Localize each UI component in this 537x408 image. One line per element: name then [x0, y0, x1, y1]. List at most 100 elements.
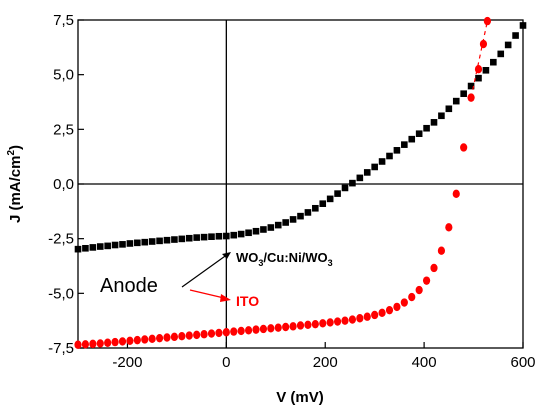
arrow-to-ito	[189, 289, 231, 302]
wo3-point	[445, 105, 453, 113]
ito-point	[333, 317, 342, 326]
wo3-point	[141, 238, 149, 246]
ito-point	[460, 143, 468, 152]
wo3-point	[193, 234, 200, 241]
wo3-point	[356, 174, 364, 182]
ito-point	[259, 324, 268, 334]
ito-point	[104, 338, 112, 347]
wo3-point	[386, 152, 393, 160]
wo3-point	[363, 169, 371, 176]
ito-point	[356, 314, 364, 323]
ito-point	[118, 337, 127, 346]
wo3-point	[252, 227, 260, 235]
ito-point	[222, 328, 230, 337]
annotations: WO3/Cu:Ni/WO3 ITO Anode	[100, 250, 333, 309]
y-tick-label: 2,5	[53, 121, 74, 138]
wo3-point	[163, 236, 171, 244]
ito-point	[141, 335, 149, 344]
ito-point	[437, 246, 446, 255]
ito-point	[319, 319, 327, 328]
wo3-point	[237, 230, 245, 238]
wo3-point	[312, 204, 319, 212]
ito-point	[200, 330, 208, 339]
y-tick-label: -2,5	[48, 231, 74, 248]
ito-point	[479, 39, 488, 49]
wo3-point	[267, 224, 275, 231]
ito-point	[408, 292, 416, 302]
ito-point	[282, 322, 290, 332]
wo3-point	[482, 66, 490, 74]
wo3-point	[452, 97, 460, 105]
plot-area	[74, 16, 527, 349]
wo3-point	[415, 130, 423, 138]
ito-point	[207, 329, 216, 338]
ito-point	[393, 302, 401, 312]
ito-point	[81, 340, 90, 349]
wo3-point	[467, 82, 475, 90]
x-ticks	[126, 342, 524, 348]
x-tick-labels: -200 0 200 400 600	[112, 354, 535, 371]
ito-point	[422, 276, 431, 285]
y-axis-title-sup: 2	[6, 150, 17, 156]
wo3-point	[304, 209, 312, 216]
wo3-point	[490, 58, 497, 66]
ito-point	[193, 330, 201, 340]
wo3-point	[519, 22, 527, 29]
anode-label: Anode	[100, 275, 158, 297]
wo3-point	[82, 244, 89, 252]
ito-point	[89, 339, 97, 349]
ito-point	[237, 326, 245, 336]
wo3-point	[289, 216, 297, 223]
ito-point	[289, 322, 297, 331]
ito-point	[185, 331, 193, 340]
y-tick-label: -5,0	[48, 285, 74, 302]
wo3-point	[126, 240, 134, 247]
wo3-point	[89, 244, 97, 251]
ito-point	[467, 93, 475, 102]
wo3-point	[148, 238, 156, 245]
wo3-point	[504, 41, 512, 49]
wo3-point	[326, 195, 334, 203]
x-tick-label: 600	[510, 354, 535, 371]
ito-point	[341, 316, 349, 325]
wo3-point	[156, 237, 163, 245]
ito-point	[178, 331, 186, 341]
ito-point	[148, 334, 156, 344]
y-axis-title: J (mA/cm2)	[6, 145, 24, 223]
wo3-point	[119, 241, 126, 248]
ito-point	[170, 332, 179, 342]
wo3-point	[341, 184, 349, 192]
ito-point	[155, 333, 164, 343]
ito-point	[252, 325, 260, 334]
wo3-point	[408, 135, 416, 143]
wo3-point	[260, 226, 267, 233]
x-tick-label: 400	[412, 354, 437, 371]
wo3-point	[475, 74, 482, 82]
y-axis-title-close: )	[7, 145, 24, 150]
wo3-point	[423, 124, 430, 132]
wo3-point	[274, 221, 282, 229]
ito-dash-line	[470, 20, 488, 98]
y-ticks	[78, 19, 84, 349]
wo3-point	[430, 119, 438, 126]
y-tick-label: 7,5	[53, 12, 74, 29]
wo3-point	[230, 231, 238, 239]
wo3-label-part2: /Cu:Ni/WO	[263, 250, 327, 265]
ito-point	[348, 315, 357, 324]
ito-point	[385, 305, 394, 315]
wo3-point	[319, 200, 327, 207]
arrow-to-wo3	[181, 252, 231, 288]
wo3-point	[297, 212, 304, 220]
wo3-point	[96, 243, 104, 250]
ito-point	[267, 324, 275, 333]
ito-point	[371, 310, 379, 320]
wo3-label: WO3/Cu:Ni/WO3	[236, 250, 333, 268]
wo3-point	[111, 241, 119, 249]
ito-point	[96, 339, 104, 348]
ito-point	[474, 65, 483, 74]
y-axis-title-main: J (mA/cm	[7, 156, 24, 224]
wo3-point	[378, 158, 386, 165]
wo3-label-part1: WO	[236, 250, 258, 265]
x-tick-label: 200	[313, 354, 338, 371]
